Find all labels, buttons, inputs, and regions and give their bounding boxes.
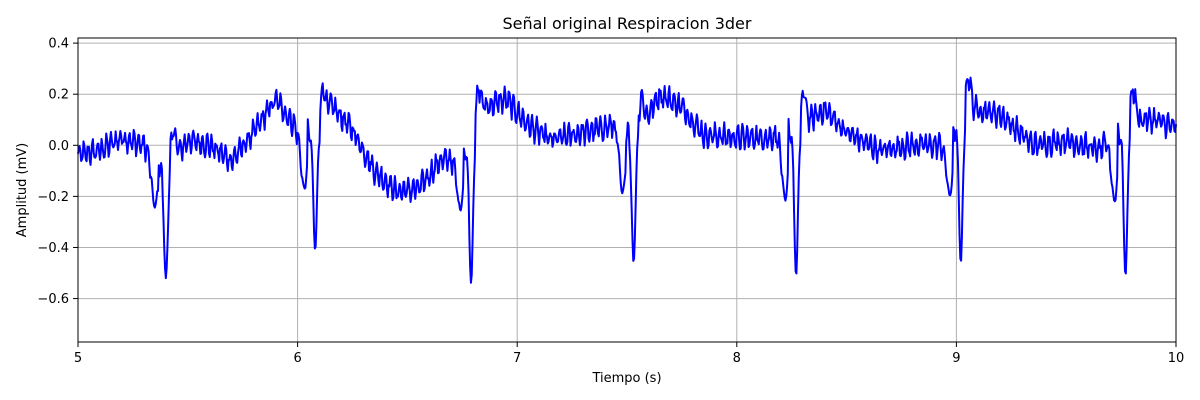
- x-tick-label: 10: [1168, 351, 1185, 366]
- x-tick-label: 9: [952, 351, 960, 366]
- chart-title: Señal original Respiracion 3der: [503, 14, 752, 33]
- y-tick-label: 0.2: [48, 88, 69, 103]
- x-tick-label: 8: [733, 351, 741, 366]
- x-axis-ticks: 5 6 7 8 9 10: [74, 342, 1184, 366]
- y-axis-label: Amplitud (mV): [15, 143, 30, 237]
- x-tick-label: 6: [293, 351, 301, 366]
- y-tick-label: 0.0: [48, 139, 69, 154]
- x-tick-label: 5: [74, 351, 82, 366]
- y-tick-label: 0.4: [48, 37, 69, 52]
- x-tick-label: 7: [513, 351, 521, 366]
- plot-area: [77, 76, 1177, 284]
- y-tick-label: −0.4: [37, 241, 69, 256]
- x-axis-label: Tiempo (s): [591, 371, 661, 386]
- series-line-signal: [77, 76, 1177, 284]
- y-axis-ticks: −0.6 −0.4 −0.2 0.0 0.2 0.4: [37, 37, 78, 307]
- axes-frame: [77, 37, 1177, 343]
- y-tick-label: −0.2: [37, 190, 69, 205]
- y-tick-label: −0.6: [37, 292, 69, 307]
